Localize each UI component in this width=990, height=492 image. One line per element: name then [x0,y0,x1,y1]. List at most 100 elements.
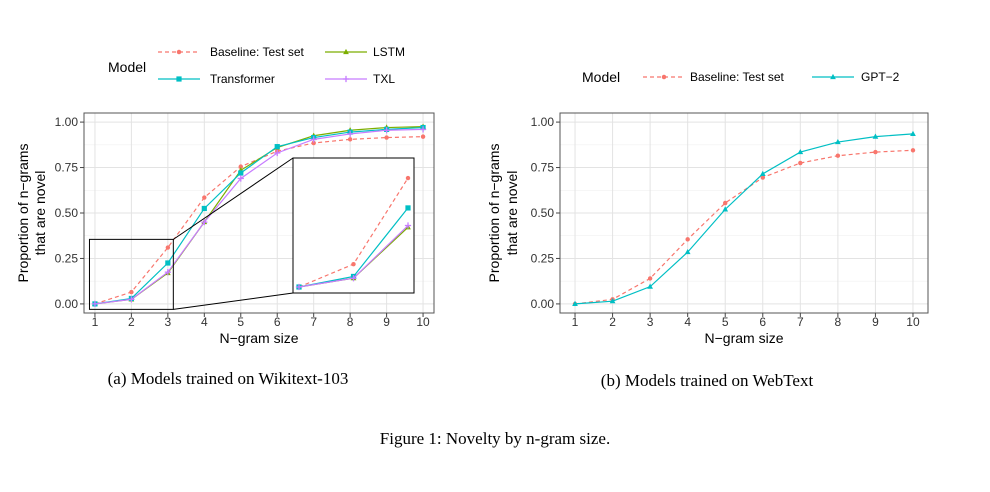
data-point [910,148,916,153]
data-point [238,164,243,169]
data-point [128,296,135,303]
inset-data-point [405,205,411,211]
legend-swatch-marker [343,48,349,55]
data-point [835,138,841,145]
data-point [165,260,171,266]
subfigure-caption: (b) Models trained on WebText [601,371,814,390]
x-tick-label: 5 [722,315,729,329]
legend-title: Model [582,69,620,85]
y-tick-label: 0.00 [531,297,555,311]
series-line [574,133,914,305]
inset-data-point [405,175,411,181]
x-tick-label: 10 [416,315,430,329]
data-point [759,170,766,176]
x-tick-label: 9 [872,315,879,329]
legend-label: GPT−2 [861,70,900,84]
y-tick-label: 0.75 [55,161,79,175]
x-tick-label: 1 [572,315,579,329]
data-point [798,160,803,166]
data-point [572,300,578,306]
data-point [311,140,316,146]
data-point [347,130,354,138]
y-axis-label: Proportion of n−grams [15,144,31,283]
legend-item: TXL [325,72,395,86]
x-tick-label: 6 [759,315,766,329]
legend-label: LSTM [373,45,405,59]
x-tick-label: 6 [274,315,281,329]
legend-item: GPT−2 [812,70,900,84]
zoom-region [88,238,174,310]
y-tick-label: 0.50 [531,206,555,220]
data-point [873,149,878,155]
data-point [419,126,427,133]
data-point [609,298,616,304]
series-line [94,126,424,305]
data-point [384,135,389,140]
legend-title: Model [108,59,146,75]
y-tick-label: 0.00 [55,297,79,311]
inset-data-point [295,283,303,291]
legend-swatch-marker [830,73,836,80]
legend-swatch-marker [661,74,667,80]
data-point [835,153,841,158]
y-tick-label: 1.00 [55,115,79,129]
data-point [420,134,426,139]
legend-item: Transformer [158,72,275,86]
data-point [164,268,171,276]
inset-box [292,157,415,294]
data-point [797,148,804,155]
data-point [165,245,171,250]
data-point [872,133,879,139]
data-point [760,175,765,180]
x-tick-label: 10 [906,315,920,329]
data-point [202,195,207,200]
legend-item: LSTM [325,45,405,59]
legend-label: Baseline: Test set [690,70,784,84]
x-tick-label: 2 [128,315,135,329]
x-tick-label: 2 [609,315,616,329]
chart-b: 0.00 0.25 0.50 0.75 1.00 1 2 3 4 5 6 7 8 9 10 N−gram si… [486,69,929,390]
x-axis-label: N−gram size [220,330,299,346]
x-tick-label: 9 [383,315,390,329]
y-axis-label: that are novel [504,171,520,256]
data-point [310,136,317,143]
x-tick-label: 8 [347,315,354,329]
inset-plot [295,175,412,291]
subfigure-caption: (a) Models trained on Wikitext-103 [108,369,349,388]
zoom-connector [173,157,294,240]
legend-item: Baseline: Test set [158,45,304,59]
data-point [274,144,280,150]
x-tick-label: 7 [310,315,317,329]
data-point [685,237,690,242]
y-axis-label: that are novel [32,171,48,256]
y-tick-label: 0.25 [55,251,79,265]
inset-data-point [351,261,356,267]
y-tick-label: 0.50 [55,206,79,220]
data-point [91,300,99,308]
series-line [94,128,424,305]
y-axis-label: Proportion of n−grams [486,144,502,283]
x-tick-label: 1 [92,315,99,329]
data-point [129,289,134,295]
data-point [647,283,653,289]
data-point [201,218,208,226]
x-tick-label: 3 [647,315,654,329]
y-tick-label: 0.25 [531,251,555,265]
legend-swatch-marker [176,49,182,55]
x-tick-label: 8 [835,315,842,329]
data-point [383,127,390,134]
inset-data-point [350,275,357,282]
inset-data-point [404,222,412,229]
data-point [237,175,244,182]
y-tick-label: 0.75 [531,161,555,175]
data-point [347,137,353,142]
x-tick-label: 3 [165,315,172,329]
data-point [238,170,244,176]
data-point [274,149,281,157]
legend-item: Baseline: Test set [643,70,784,84]
x-tick-label: 4 [201,315,208,329]
legend-label: TXL [373,72,395,86]
data-point [201,205,207,212]
data-point [684,248,691,255]
